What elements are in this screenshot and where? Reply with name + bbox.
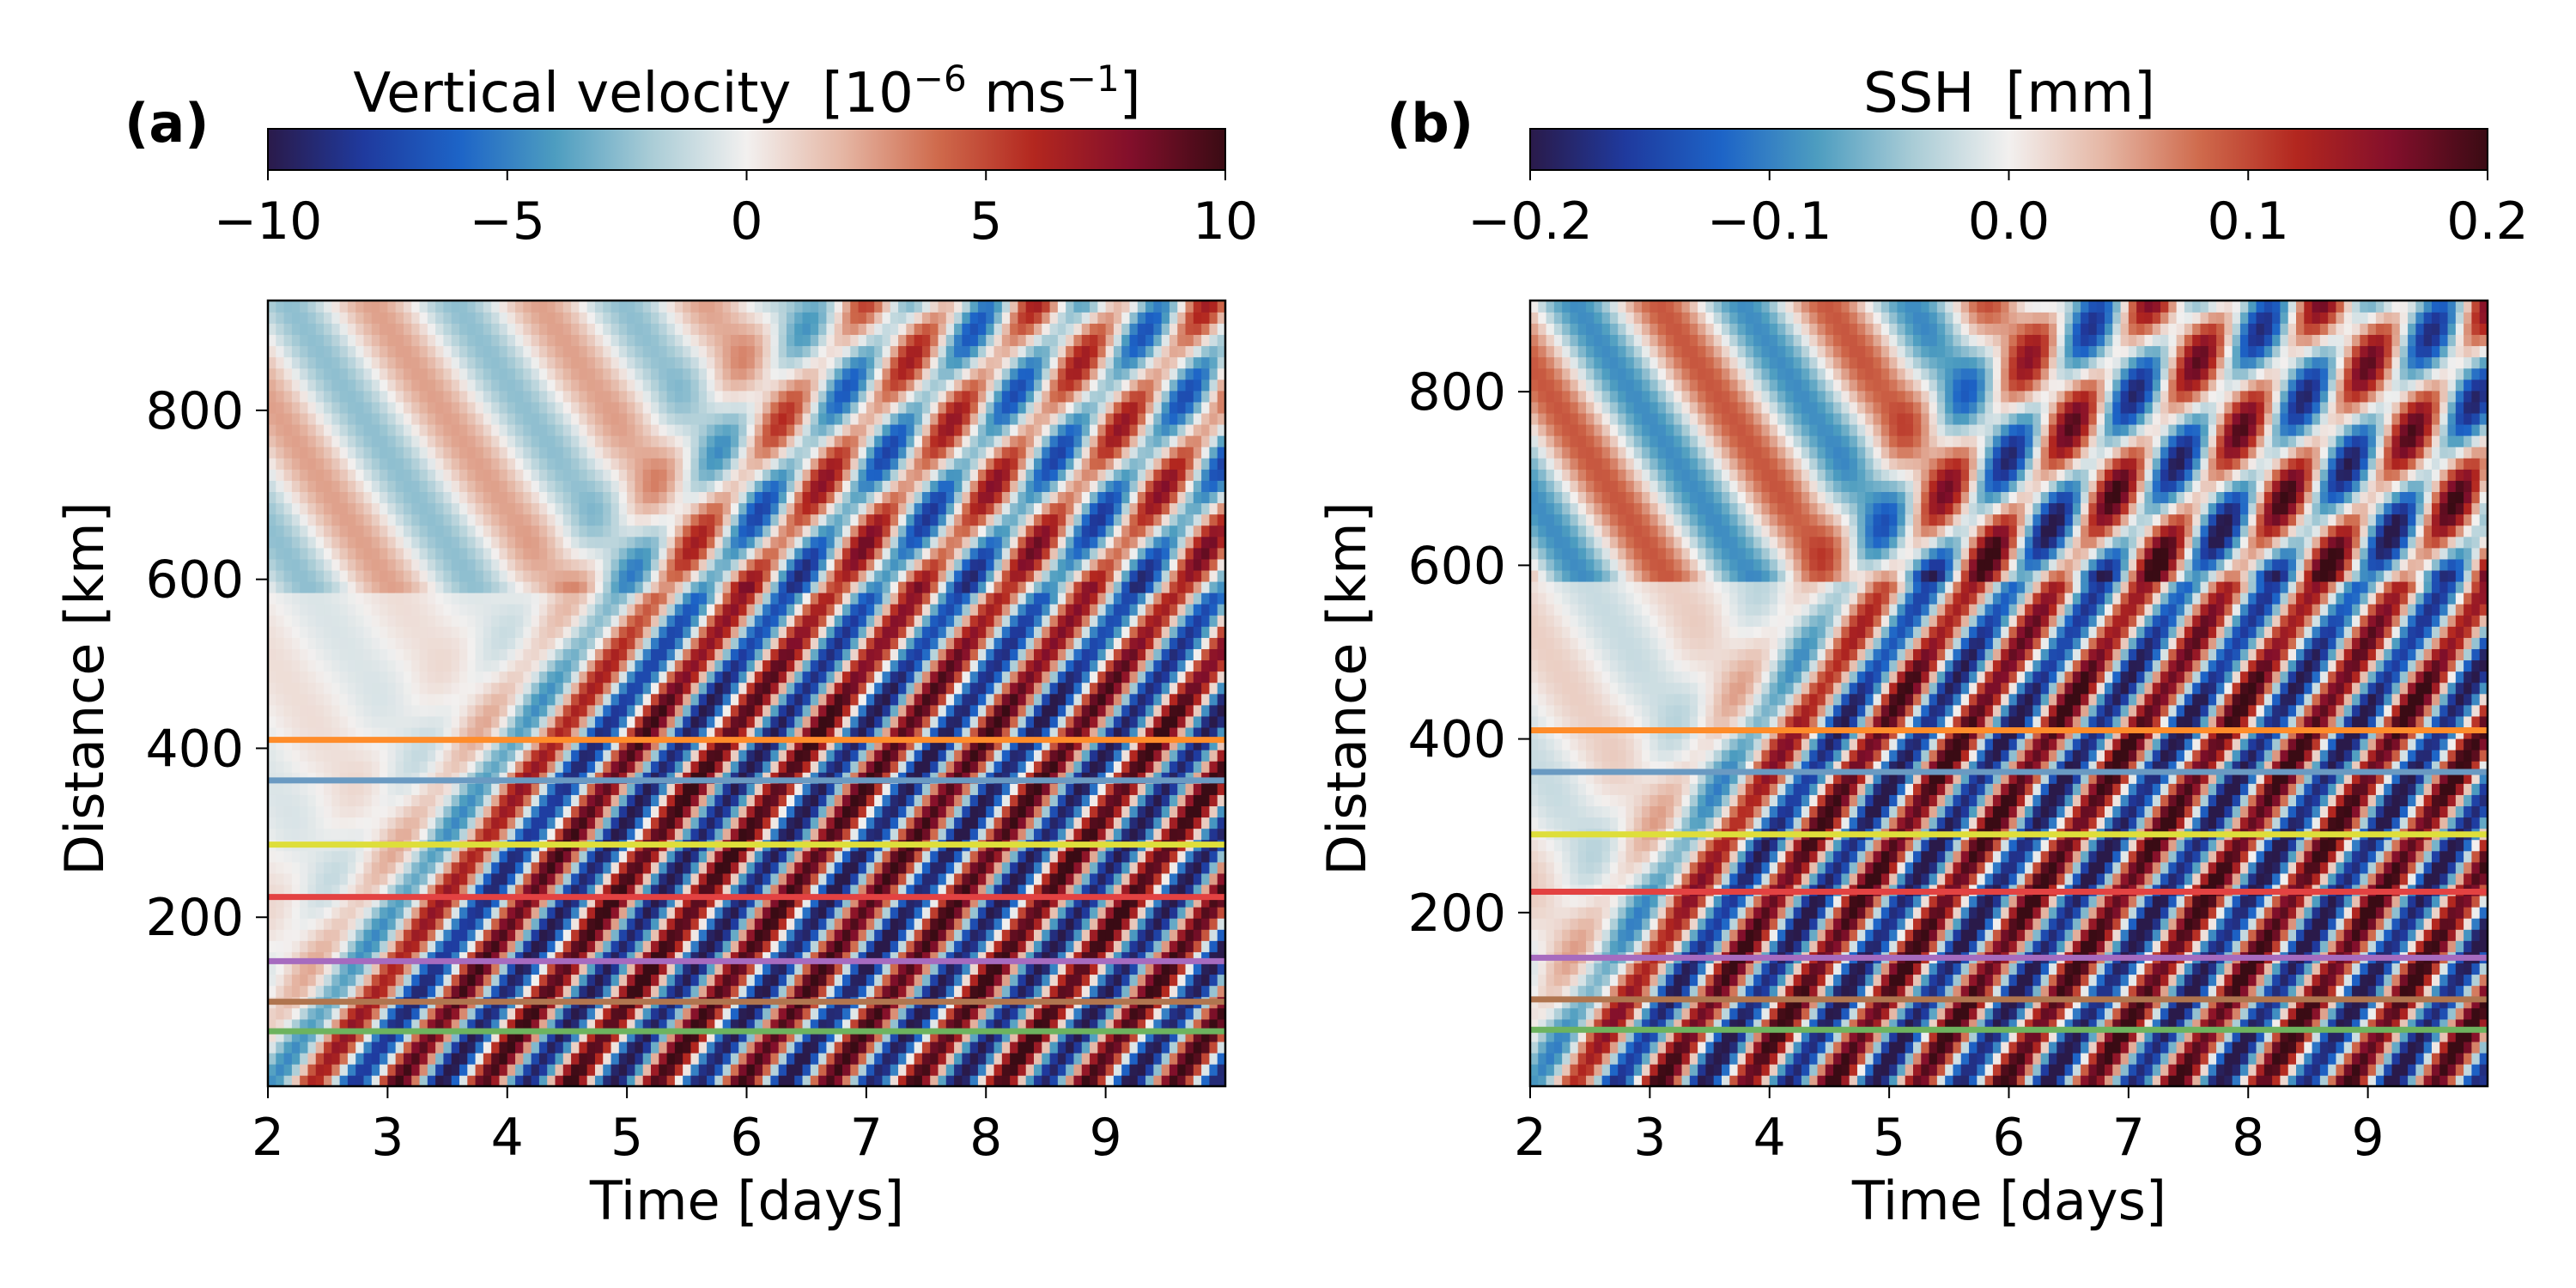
y-tick-label: 600 [145, 550, 244, 611]
x-tick-label: 5 [1873, 1108, 1905, 1168]
x-tick-label: 5 [611, 1108, 643, 1168]
x-tick-label: 8 [969, 1108, 1002, 1168]
y-tick-label: 600 [1407, 536, 1506, 596]
panel-a-colorbar-title: Vertical velocity [10−6 ms−1] [353, 58, 1140, 125]
colorbar-tick-label: 10 [1193, 191, 1258, 252]
x-tick-label: 3 [1633, 1108, 1666, 1168]
x-tick-label: 9 [2352, 1108, 2385, 1168]
colorbar-tick-label: 0 [730, 191, 762, 252]
panel-b-colorbar: −0.2 −0.1 0.0 0.1 0.2 [1467, 128, 2529, 252]
y-tick-label: 200 [1407, 884, 1506, 944]
panel-a-label: (a) [125, 92, 210, 155]
x-tick-label: 8 [2232, 1108, 2264, 1168]
y-tick-label: 400 [1407, 710, 1506, 770]
panel-a-colorbar: −10 −5 0 5 10 [214, 128, 1258, 252]
x-tick-label: 6 [730, 1108, 762, 1168]
x-tick-label: 7 [2112, 1108, 2145, 1168]
panel-a-xlabel: Time [days] [589, 1170, 904, 1232]
panel-b-label: (b) [1387, 92, 1473, 155]
colorbar-tick-label: −5 [470, 191, 545, 252]
panel-b: (b) SSH [mm] −0.2 −0.1 0.0 0.1 0.2 2 3 4 5 6 7 8 9 20… [1315, 62, 2529, 1232]
x-tick-label: 7 [850, 1108, 883, 1168]
panel-a-plot: 2 3 4 5 6 7 8 9 200 400 600 800 [145, 299, 1227, 1168]
colorbar-tick-label: −0.1 [1707, 191, 1832, 252]
panel-b-plot: 2 3 4 5 6 7 8 9 200 400 600 800 [1407, 299, 2489, 1168]
x-tick-label: 3 [371, 1108, 404, 1168]
x-tick-label: 6 [1992, 1108, 2025, 1168]
x-tick-label: 4 [491, 1108, 524, 1168]
colorbar-tick-label: 0.0 [1968, 191, 2050, 252]
y-tick-label: 800 [145, 381, 244, 441]
x-tick-label: 4 [1753, 1108, 1786, 1168]
colorbar-tick-label: 5 [969, 191, 1002, 252]
panel-a-ylabel: Distance [km] [53, 501, 116, 875]
heatmap-field [1530, 301, 2488, 1087]
colorbar-tick-label: −10 [214, 191, 323, 252]
x-tick-label: 9 [1090, 1108, 1122, 1168]
x-tick-label: 2 [252, 1108, 284, 1168]
panel-b-colorbar-title: SSH [mm] [1863, 62, 2155, 125]
heatmap-field [268, 301, 1226, 1087]
y-tick-label: 800 [1407, 362, 1506, 422]
colorbar-tick-label: −0.2 [1467, 191, 1593, 252]
colorbar-tick-label: 0.2 [2446, 191, 2528, 252]
panel-b-xlabel: Time [days] [1851, 1170, 2166, 1232]
panel-a: (a) Vertical velocity [10−6 ms−1] −10 −5 0 5… [53, 58, 1258, 1232]
y-tick-label: 200 [145, 888, 244, 948]
y-tick-label: 400 [145, 719, 244, 779]
x-tick-label: 2 [1514, 1108, 1546, 1168]
colorbar-tick-label: 0.1 [2208, 191, 2289, 252]
panel-b-ylabel: Distance [km] [1315, 501, 1378, 875]
